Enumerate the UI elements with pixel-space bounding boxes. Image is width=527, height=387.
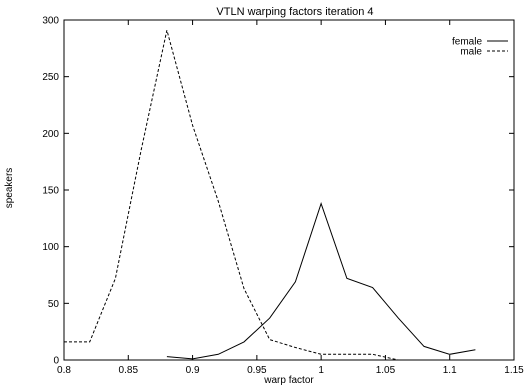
x-tick-label: 0.95 — [247, 365, 267, 376]
chart-title: VTLN warping factors iteration 4 — [216, 6, 373, 18]
series-line-female — [166, 202, 476, 360]
legend-label-male: male — [460, 47, 482, 58]
x-tick-label: 0.8 — [57, 365, 71, 376]
y-tick-label: 50 — [48, 299, 60, 310]
legend-label-female: female — [452, 37, 482, 48]
series-line-male — [64, 30, 399, 361]
x-tick-label: 0.9 — [186, 365, 200, 376]
y-tick-label: 250 — [42, 72, 59, 83]
x-tick-label: 1.1 — [443, 365, 457, 376]
x-tick-label: 0.85 — [119, 365, 139, 376]
y-tick-label: 300 — [42, 16, 59, 27]
x-tick-label: 1 — [318, 365, 324, 376]
plot-area — [64, 30, 476, 361]
x-tick-label: 1.05 — [376, 365, 396, 376]
y-tick-label: 200 — [42, 129, 59, 140]
y-axis-label: speakers — [4, 168, 15, 209]
y-tick-label: 100 — [42, 242, 59, 253]
y-tick-label: 0 — [53, 356, 59, 367]
y-tick-label: 150 — [42, 186, 59, 197]
plot-frame — [63, 19, 515, 361]
axes: 0.8 0.85 0.9 0.95 1 1.05 1.1 1.15 0 50 100 150 200 25… — [42, 16, 524, 377]
x-tick-label: 1.15 — [504, 365, 524, 376]
x-axis-label: warp factor — [263, 375, 314, 386]
